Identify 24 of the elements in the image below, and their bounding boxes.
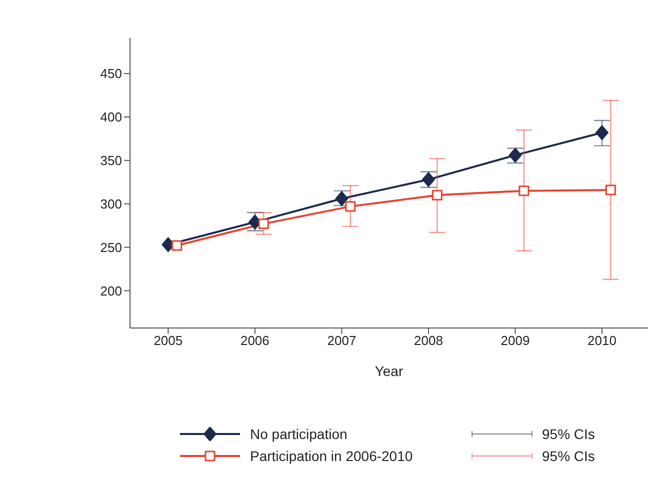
point <box>596 125 609 140</box>
point <box>518 186 530 196</box>
text: 95% CIs <box>542 448 595 464</box>
text: 95% CIs <box>542 426 595 442</box>
point <box>345 201 356 212</box>
x-axis-title: Year <box>374 363 404 379</box>
x-tick-label: 2009 <box>500 333 530 348</box>
point <box>258 218 269 230</box>
x-tick-label: 2005 <box>154 333 183 348</box>
x-tick-label: 2006 <box>240 333 270 348</box>
x-tick-label: 2008 <box>414 333 443 348</box>
y-tick-label: 200 <box>100 283 122 298</box>
legend-label: Participation in 2006-2010 <box>250 448 414 464</box>
point <box>432 190 442 200</box>
legend-label: No participation <box>250 426 348 442</box>
x-tick-label: 2010 <box>588 333 616 348</box>
point <box>605 184 616 196</box>
y-tick-label: 350 <box>100 153 122 168</box>
x-tick-label: 2007 <box>327 333 356 348</box>
y-tick-label: 300 <box>100 196 122 212</box>
y-tick-label: 400 <box>100 110 122 125</box>
y-tick-label: 250 <box>100 240 122 255</box>
point <box>172 240 182 251</box>
y-tick-label: 450 <box>100 66 122 82</box>
